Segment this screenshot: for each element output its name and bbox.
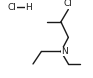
Text: Cl: Cl xyxy=(8,2,17,12)
Text: H: H xyxy=(26,2,32,12)
Text: N: N xyxy=(61,47,68,56)
Text: Cl: Cl xyxy=(64,0,73,8)
